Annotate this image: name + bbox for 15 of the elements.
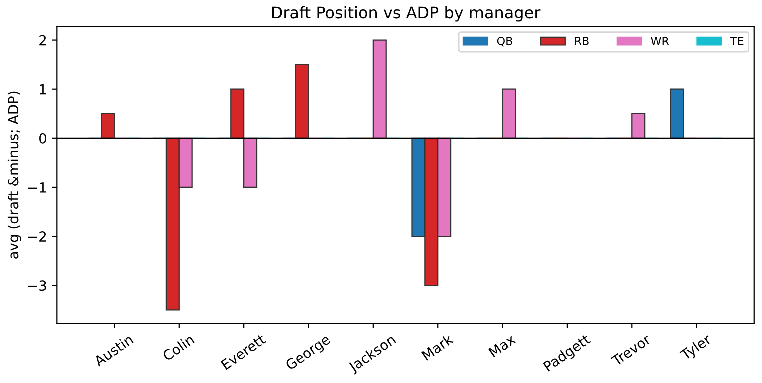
y-tick-label: −2	[28, 232, 46, 242]
x-tick-label: Colin	[162, 334, 195, 362]
y-tick-label: −1	[28, 182, 46, 193]
y-tick-label: 1	[40, 84, 46, 95]
y-tick-label: 2	[40, 35, 46, 46]
legend-label: RB	[575, 37, 589, 46]
y-axis-title: avg (draft &minus; ADP)	[8, 92, 22, 259]
x-tick-label: Max	[488, 334, 516, 358]
legend-label: WR	[651, 37, 670, 46]
x-tick-label: Tyler	[680, 333, 714, 364]
legend-label: TE	[730, 37, 744, 46]
y-tick-label: 0	[40, 133, 47, 144]
chart-title: Draft Position vs ADP by manager	[272, 6, 541, 22]
legend-label: QB	[497, 37, 512, 47]
y-tick-label: −3	[28, 280, 46, 292]
